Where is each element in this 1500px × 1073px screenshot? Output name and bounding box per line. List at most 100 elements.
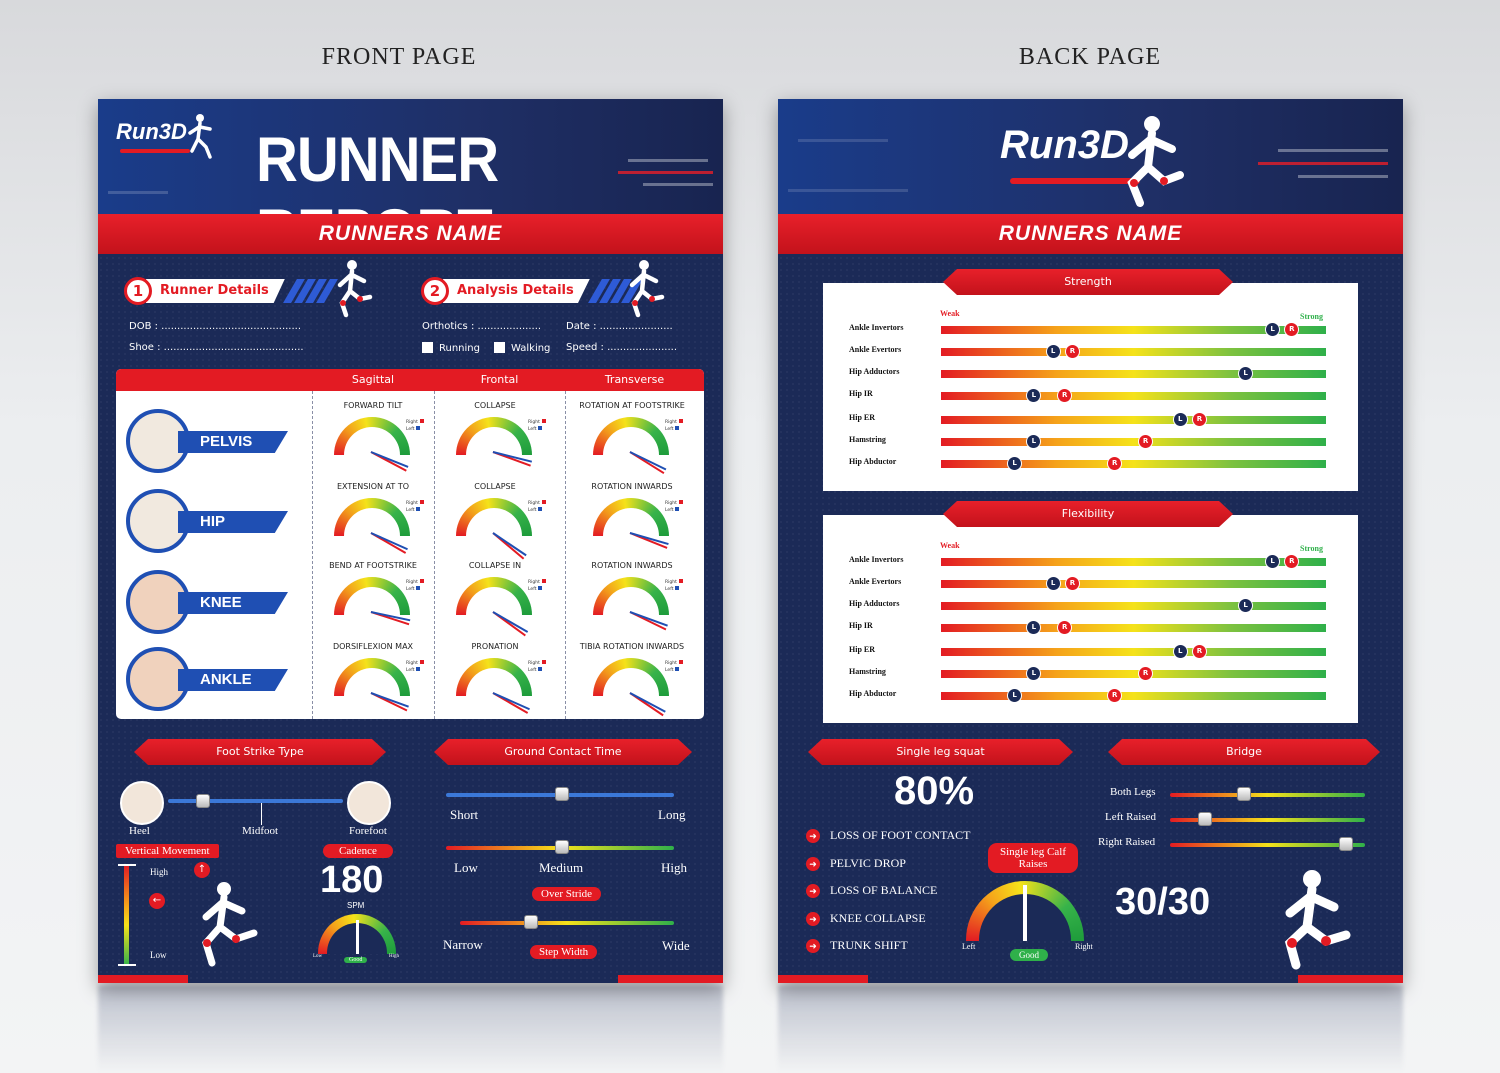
wide-label: Wide	[662, 938, 690, 953]
col-transverse: Transverse	[565, 369, 704, 391]
legend-right-swatch	[678, 660, 683, 664]
flexibility-row-track	[941, 692, 1326, 700]
gauge-legend: Right Left	[665, 419, 683, 433]
col-sagittal: Sagittal	[312, 369, 434, 391]
cadence-low: Low	[313, 954, 323, 959]
shoe-field[interactable]: Shoe : .................................…	[129, 342, 304, 353]
contact-time-slider[interactable]	[555, 787, 569, 801]
flexibility-row-label: Hip ER	[849, 645, 876, 654]
marker-l[interactable]: L	[1026, 666, 1042, 681]
legend-right: Right	[665, 660, 683, 667]
foot-strike-slider[interactable]	[196, 794, 210, 808]
legend-right-text: Right	[406, 420, 418, 425]
marker-l[interactable]: L	[1172, 644, 1188, 659]
running-checkbox[interactable]: Running	[422, 342, 480, 354]
speed-field[interactable]: Speed : ......................	[566, 342, 678, 353]
strong-label-flex: Strong	[1300, 544, 1323, 553]
strong-label: Strong	[1300, 312, 1323, 321]
legend-left-text: Left	[665, 668, 674, 673]
marker-r[interactable]: R	[1138, 666, 1154, 681]
marker-l[interactable]: L	[1007, 688, 1023, 703]
strength-row-track	[941, 348, 1326, 356]
legend-right-swatch	[419, 419, 424, 423]
gauge-legend: Right Left	[665, 500, 683, 514]
marker-r[interactable]: R	[1064, 576, 1080, 591]
runners-name-bar: RUNNERS NAME	[98, 214, 723, 254]
gauge-legend: Right Left	[528, 579, 546, 593]
marker-l[interactable]: L	[1026, 620, 1042, 635]
legend-right-text: Right	[665, 661, 677, 666]
marker-l[interactable]: L	[1026, 388, 1042, 403]
strength-row: Ankle Invertors L R	[823, 321, 1358, 341]
arrow-right-icon: ➜	[806, 939, 820, 953]
bridge-slider[interactable]	[1338, 837, 1353, 851]
forefoot-image	[347, 781, 391, 825]
vertical-movement-scale	[124, 865, 129, 965]
marker-l[interactable]: L	[1045, 576, 1061, 591]
bridge-score: 30/30	[1115, 881, 1211, 923]
marker-r[interactable]: R	[1191, 644, 1207, 659]
legend-left-swatch	[416, 586, 421, 590]
dob-field[interactable]: DOB : ..................................…	[129, 321, 302, 332]
short-label: Short	[450, 807, 479, 822]
strength-row: Ankle Evertors L R	[823, 343, 1358, 363]
step-width-slider[interactable]	[524, 915, 538, 929]
marker-r[interactable]: R	[1057, 388, 1073, 403]
strength-row-track	[941, 460, 1326, 468]
walking-checkbox[interactable]: Walking	[494, 342, 550, 354]
date-field[interactable]: Date : .......................	[566, 321, 673, 332]
orthotics-field[interactable]: Orthotics : ....................	[422, 321, 542, 332]
legend-left-swatch	[416, 507, 421, 511]
run3d-logo-back: Run3D	[1000, 123, 1140, 184]
marker-r[interactable]: R	[1057, 620, 1073, 635]
gauge-legend: Right Left	[665, 579, 683, 593]
arrow-right-icon: ➜	[806, 884, 820, 898]
gauge-label: PRONATION	[471, 642, 519, 651]
squat-item: ➜ PELVIC DROP	[806, 856, 906, 871]
legend-left-swatch	[675, 507, 680, 511]
flexibility-row-label: Hip Adductors	[849, 599, 900, 608]
bridge-slider[interactable]	[1198, 812, 1213, 826]
medium-label: Medium	[539, 860, 584, 875]
back-page: Run3D RUNNERS NAME Weak Strong Ankle Inv…	[778, 99, 1403, 983]
bridge-slider[interactable]	[1237, 787, 1252, 801]
legend-right-swatch	[541, 579, 546, 583]
cadence-unit: SPM	[347, 901, 365, 910]
joint-hip: HIP	[126, 489, 296, 555]
marker-r[interactable]: R	[1284, 554, 1300, 569]
gauge-1-0: EXTENSION AT TO Right Left	[314, 482, 432, 558]
marker-l[interactable]: L	[1007, 456, 1023, 471]
gauge-2-0: BEND AT FOOTSTRIKE Right Left	[314, 561, 432, 637]
marker-l[interactable]: L	[1265, 322, 1281, 337]
marker-r[interactable]: R	[1064, 344, 1080, 359]
gauge-legend: Right Left	[665, 660, 683, 674]
gauge-3-1: PRONATION Right Left	[436, 642, 554, 718]
strength-row-track	[941, 438, 1326, 446]
flexibility-row-label: Hip IR	[849, 621, 873, 630]
gauge-arc	[456, 417, 532, 455]
gauge-arc	[334, 577, 410, 615]
squat-item: ➜ KNEE COLLAPSE	[806, 911, 926, 926]
flexibility-row: Hamstring L R	[823, 665, 1358, 685]
marker-l[interactable]: L	[1265, 554, 1281, 569]
arrow-left-icon: ←	[149, 893, 165, 909]
legend-right-swatch	[419, 579, 424, 583]
legend-left: Left	[528, 426, 546, 433]
marker-l[interactable]: L	[1045, 344, 1061, 359]
marker-l[interactable]: L	[1026, 434, 1042, 449]
marker-r[interactable]: R	[1191, 412, 1207, 427]
bridge-track	[1170, 793, 1365, 797]
marker-l[interactable]: L	[1172, 412, 1188, 427]
marker-r[interactable]: R	[1138, 434, 1154, 449]
marker-r[interactable]: R	[1284, 322, 1300, 337]
marker-r[interactable]: R	[1107, 688, 1123, 703]
marker-r[interactable]: R	[1107, 456, 1123, 471]
gauge-label: FORWARD TILT	[343, 401, 403, 410]
legend-left: Left	[406, 667, 424, 674]
marker-l[interactable]: L	[1238, 598, 1254, 613]
legend-left-swatch	[675, 667, 680, 671]
front-page: Run3D RUNNER REPORT RUNNERS NAME 1 Runne…	[98, 99, 723, 983]
gauge-arc	[593, 498, 669, 536]
marker-l[interactable]: L	[1238, 366, 1254, 381]
over-stride-slider[interactable]	[555, 840, 569, 854]
